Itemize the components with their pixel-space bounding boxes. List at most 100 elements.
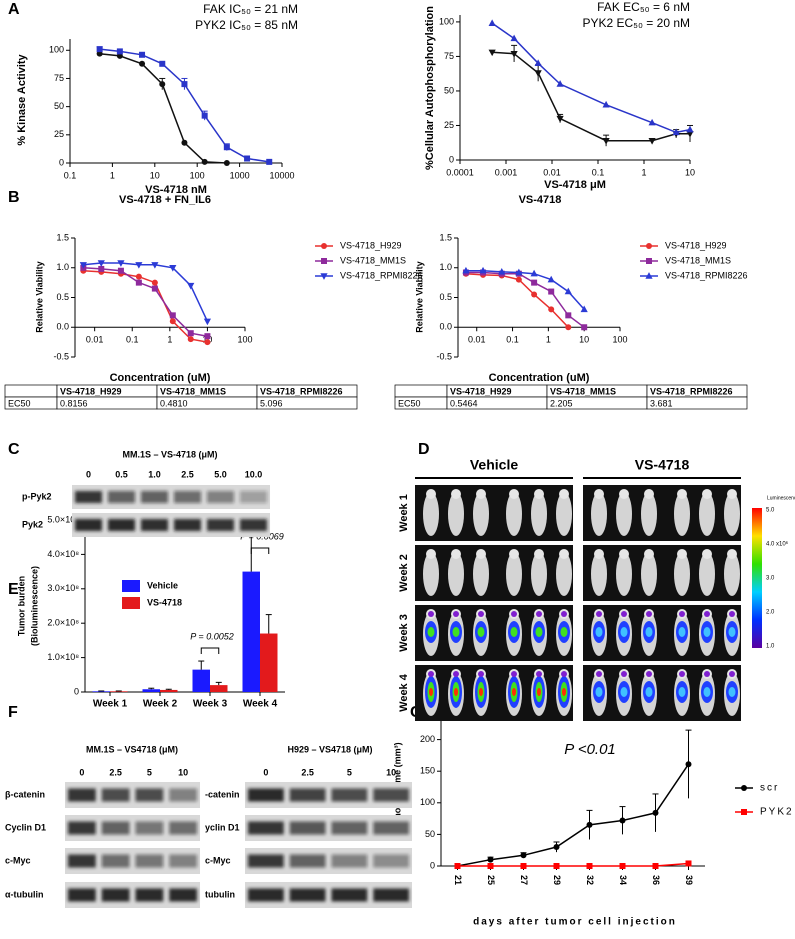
data-point (619, 863, 626, 869)
signal (646, 671, 652, 677)
y-tick-label: 100 (420, 797, 435, 807)
mouse-head (702, 489, 712, 499)
signal (679, 611, 685, 617)
annotation: PYK2 EC₅₀ = 20 nM (582, 16, 690, 30)
legend-label: VS-4718_H929 (340, 240, 402, 250)
data-point (488, 49, 496, 57)
data-point (117, 260, 125, 267)
x-tick-label: 0.01 (86, 335, 104, 345)
y-tick-label: -0.5 (436, 351, 452, 361)
lane-label: 2.5 (181, 469, 194, 479)
data-point (462, 266, 470, 274)
data-point (531, 279, 538, 286)
mouse-head (559, 549, 569, 559)
data-point (117, 267, 124, 274)
signal (729, 611, 735, 617)
mouse-head (677, 489, 687, 499)
y-tick-label: 150 (420, 766, 435, 776)
data-point (531, 291, 538, 298)
y-tick-label: 1.0 (439, 262, 452, 272)
data-point (685, 761, 692, 768)
y-tick-label: 0.0 (439, 322, 452, 332)
y-tick-label: 0 (59, 157, 64, 167)
data-point (652, 863, 659, 869)
blot-band (174, 519, 201, 531)
y-tick-label: 75 (54, 73, 64, 83)
legend-marker (320, 273, 328, 280)
x-tick-label: 1 (546, 335, 551, 345)
data-point (135, 262, 143, 269)
mouse (448, 552, 464, 596)
legend-marker (646, 243, 652, 249)
blot-band (135, 854, 164, 868)
legend-marker (645, 272, 653, 279)
scale-tick-label: 1.0 (766, 644, 775, 650)
data-point (520, 852, 527, 859)
data-point (685, 860, 692, 867)
data-point (181, 81, 188, 88)
data-point (556, 80, 564, 87)
signal (427, 627, 435, 637)
blot-band (248, 854, 284, 868)
blot-band (68, 888, 96, 902)
x-tick-label: 100 (190, 170, 205, 180)
mouse (674, 492, 690, 536)
scale-tick-label: 2.0 (766, 610, 775, 616)
mouse-head (619, 549, 629, 559)
blot-band (101, 821, 130, 835)
signal (729, 671, 735, 677)
mouse (724, 492, 740, 536)
blot-band (373, 854, 409, 868)
y-axis-label: %Cellular Autophosphorylation (424, 6, 436, 170)
data-point (204, 339, 211, 346)
mouse (473, 492, 489, 536)
series-line (99, 52, 227, 164)
lane-label: 5.0 (214, 469, 227, 479)
legend-swatch (122, 597, 140, 609)
data-point (135, 279, 142, 286)
lane-label: 10 (386, 767, 396, 777)
blot-band (108, 519, 135, 531)
blot-row-label: c-Myc (5, 855, 31, 865)
data-point (201, 158, 208, 165)
blot-band (75, 491, 102, 503)
data-point (79, 262, 87, 269)
signal (704, 671, 710, 677)
lane-label: 5 (147, 767, 152, 777)
signal (511, 671, 517, 677)
signal (428, 611, 434, 617)
mouse-head (509, 489, 519, 499)
table-cell (4, 384, 58, 398)
data-point (139, 60, 146, 67)
series-line (457, 862, 689, 867)
annotation: FAK EC₅₀ = 6 nM (597, 0, 690, 14)
signal (560, 627, 568, 637)
signal (703, 627, 711, 637)
x-tick-label: 100 (612, 335, 627, 345)
panel-label: D (418, 441, 430, 458)
y-tick-label: 50 (54, 101, 64, 111)
blot-band (141, 491, 168, 503)
data-point (515, 276, 522, 283)
scale-tick-label: 4.0 (766, 542, 775, 548)
panel-label: A (8, 1, 20, 18)
panel-label: B (8, 189, 20, 206)
scale-title: Luminescence (767, 495, 795, 501)
mouse (591, 552, 607, 596)
data-point (223, 160, 230, 166)
blot-band (373, 788, 409, 802)
y-axis-label: % Kinase Activity (16, 53, 28, 145)
annotation: FAK IC₅₀ = 21 nM (203, 2, 298, 16)
annotation: P = 0.0052 (190, 631, 233, 641)
bar (242, 571, 260, 692)
legend-label: VS-4718_RPMI8226 (340, 270, 423, 280)
mouse (506, 552, 522, 596)
mouse-head (534, 489, 544, 499)
lane-label: 0.5 (115, 469, 128, 479)
y-tick-label: 25 (54, 129, 64, 139)
color-bar (752, 508, 762, 648)
series-line (492, 51, 690, 142)
data-point (580, 305, 588, 313)
data-point (181, 139, 188, 146)
signal (536, 671, 542, 677)
